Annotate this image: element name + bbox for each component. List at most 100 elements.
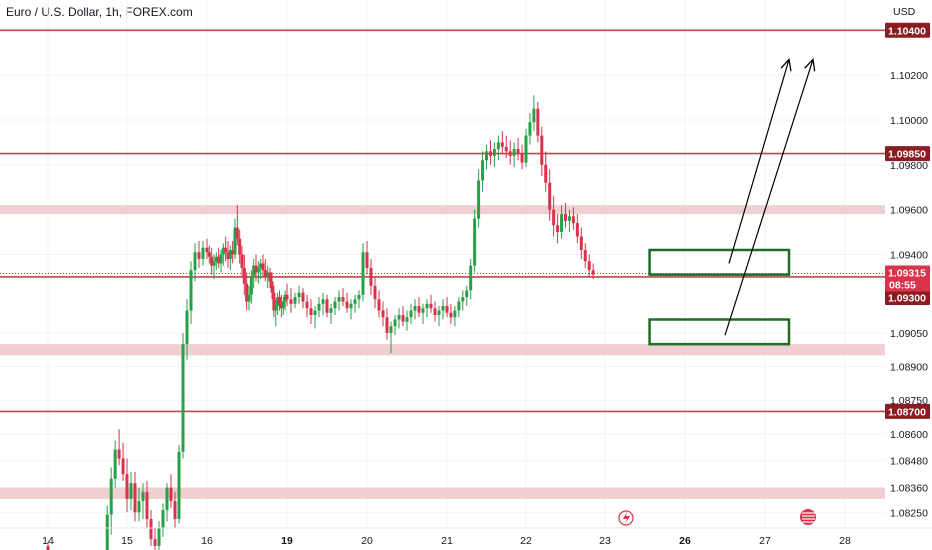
candle-bullish[interactable] <box>389 326 393 333</box>
candle-bullish[interactable] <box>405 317 409 322</box>
candle-bearish[interactable] <box>377 299 381 311</box>
candle-bearish[interactable] <box>210 256 214 266</box>
candle-bearish[interactable] <box>305 301 309 309</box>
candle-bearish[interactable] <box>587 261 591 271</box>
candle-bearish[interactable] <box>385 317 389 333</box>
candle-bullish[interactable] <box>421 308 425 313</box>
candle-bearish[interactable] <box>240 254 244 268</box>
candle-bearish[interactable] <box>268 272 272 282</box>
candle-bullish[interactable] <box>333 301 337 309</box>
candle-bearish[interactable] <box>235 227 239 239</box>
candle-bearish[interactable] <box>516 149 520 154</box>
candle-bullish[interactable] <box>453 310 457 318</box>
candle-bearish[interactable] <box>270 281 274 293</box>
candle-bullish[interactable] <box>201 247 205 259</box>
candle-bearish[interactable] <box>445 306 449 313</box>
candle-bearish[interactable] <box>224 247 228 253</box>
candle-bullish[interactable] <box>567 216 571 221</box>
candle-bullish[interactable] <box>532 108 536 123</box>
candle-bearish[interactable] <box>207 252 211 257</box>
candle-bearish[interactable] <box>272 292 276 311</box>
candle-bullish[interactable] <box>297 292 301 298</box>
candle-bullish[interactable] <box>214 256 218 262</box>
candle-bullish[interactable] <box>496 142 500 150</box>
candle-bullish[interactable] <box>252 265 256 277</box>
candle-bearish[interactable] <box>309 308 313 316</box>
candle-bearish[interactable] <box>217 256 221 264</box>
candle-bearish[interactable] <box>488 151 492 156</box>
candle-bullish[interactable] <box>357 294 361 300</box>
candle-bearish[interactable] <box>429 303 433 309</box>
candle-bearish[interactable] <box>571 216 575 224</box>
candle-bullish[interactable] <box>413 306 417 311</box>
candle-bearish[interactable] <box>365 252 369 268</box>
candle-bullish[interactable] <box>321 299 325 304</box>
candle-bearish[interactable] <box>591 270 595 275</box>
candle-bearish[interactable] <box>345 301 349 309</box>
candle-bullish[interactable] <box>469 265 473 291</box>
candle-bearish[interactable] <box>369 267 373 286</box>
candle-bearish[interactable] <box>373 285 377 300</box>
candle-bullish[interactable] <box>409 310 413 318</box>
candle-bullish[interactable] <box>105 514 109 550</box>
candle-bearish[interactable] <box>583 249 587 262</box>
candle-bearish[interactable] <box>285 294 289 300</box>
target-zone-box[interactable] <box>648 248 791 276</box>
candle-bearish[interactable] <box>433 308 437 316</box>
candle-bearish[interactable] <box>46 545 50 550</box>
target-zone-box[interactable] <box>648 318 791 346</box>
candle-bearish[interactable] <box>231 249 235 255</box>
candle-bullish[interactable] <box>165 487 169 511</box>
candle-bearish[interactable] <box>301 292 305 302</box>
candle-bullish[interactable] <box>425 303 429 309</box>
candle-bullish[interactable] <box>189 270 193 311</box>
candle-bearish[interactable] <box>173 501 177 520</box>
candle-bullish[interactable] <box>492 149 496 156</box>
candle-bullish[interactable] <box>109 478 113 515</box>
candle-bearish[interactable] <box>254 265 258 273</box>
candle-bullish[interactable] <box>221 247 225 255</box>
candle-bearish[interactable] <box>500 142 504 147</box>
candle-bullish[interactable] <box>361 252 365 295</box>
candle-bearish[interactable] <box>197 252 201 259</box>
candle-bullish[interactable] <box>441 306 445 311</box>
candle-bearish[interactable] <box>125 474 129 499</box>
candle-bullish[interactable] <box>157 528 161 546</box>
candle-bullish[interactable] <box>349 303 353 309</box>
candle-bullish[interactable] <box>481 160 485 181</box>
candle-bullish[interactable] <box>161 510 165 528</box>
candle-bullish[interactable] <box>212 261 216 266</box>
candle-bearish[interactable] <box>504 146 508 152</box>
candle-bullish[interactable] <box>247 294 251 302</box>
candle-bullish[interactable] <box>228 249 232 259</box>
candle-bearish[interactable] <box>536 108 540 136</box>
candle-bullish[interactable] <box>461 297 465 302</box>
candle-bearish[interactable] <box>242 267 246 284</box>
candle-bearish[interactable] <box>520 153 524 163</box>
candle-bullish[interactable] <box>313 310 317 316</box>
candle-bearish[interactable] <box>289 299 293 304</box>
candle-bullish[interactable] <box>256 267 260 273</box>
candle-bearish[interactable] <box>508 151 512 156</box>
candle-bearish[interactable] <box>238 238 242 255</box>
candle-bullish[interactable] <box>266 272 270 277</box>
candle-bullish[interactable] <box>219 254 223 264</box>
candle-bullish[interactable] <box>129 483 133 499</box>
candle-bearish[interactable] <box>121 458 125 475</box>
candle-bullish[interactable] <box>259 263 263 268</box>
candle-bullish[interactable] <box>185 310 189 345</box>
candle-bullish[interactable] <box>113 449 117 479</box>
candle-bullish[interactable] <box>177 451 181 520</box>
candle-bearish[interactable] <box>153 539 157 546</box>
candle-bearish[interactable] <box>279 303 283 309</box>
candle-bearish[interactable] <box>540 135 544 165</box>
candle-bearish[interactable] <box>133 483 137 513</box>
candle-bearish[interactable] <box>278 297 281 304</box>
candle-bullish[interactable] <box>249 276 253 295</box>
candle-bullish[interactable] <box>181 344 185 452</box>
candle-bearish[interactable] <box>544 164 548 183</box>
candle-bearish[interactable] <box>145 492 149 520</box>
candle-bullish[interactable] <box>528 122 532 136</box>
candle-bullish[interactable] <box>437 310 441 316</box>
